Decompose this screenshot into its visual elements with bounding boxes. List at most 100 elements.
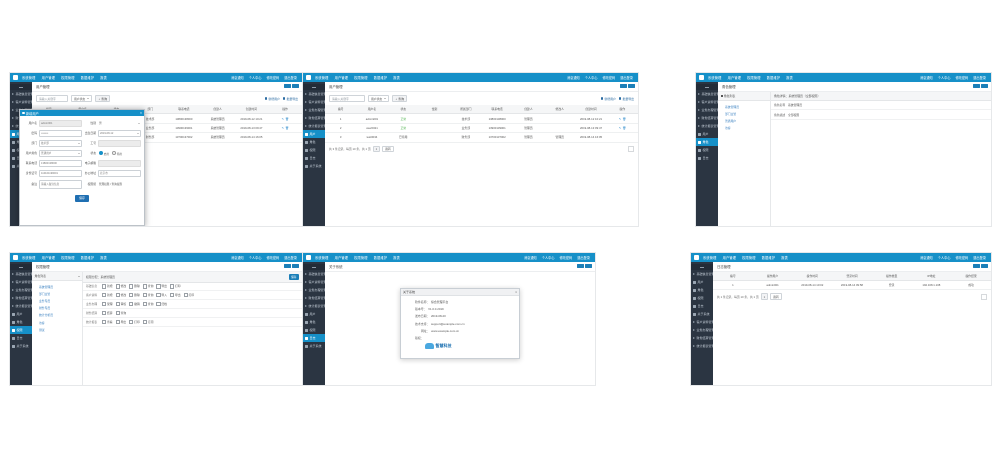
checkbox-item[interactable]: 查询 [142, 284, 153, 289]
col-header[interactable]: 创建时间 [575, 105, 607, 115]
sidebar-item-log[interactable]: 日志 [10, 334, 32, 342]
sidebar-item-role[interactable]: 角色 [10, 318, 32, 326]
checkbox-item[interactable]: 删除 [129, 293, 140, 298]
row-actions[interactable] [268, 132, 302, 143]
tree-item[interactable]: 部门主管 [39, 291, 51, 296]
sidebar-item-customer[interactable]: 客户资料管理 [303, 98, 327, 106]
nav-right-item[interactable]: 消息通知 [567, 76, 580, 80]
top-nav-right[interactable]: 消息通知 个人中心 修改密码 退出登录 [231, 75, 299, 80]
sidebar-item-permission[interactable]: 权限 [303, 146, 325, 154]
checkbox-item[interactable]: 新增 [102, 293, 113, 298]
checkbox-item[interactable]: 查询 [115, 310, 126, 315]
sidebar-item-basic[interactable]: 基础信息管理 [696, 90, 720, 98]
checkbox-item[interactable]: 打印 [129, 319, 140, 324]
col-header[interactable]: 操作时间 [792, 272, 833, 281]
sidebar-collapse-button[interactable] [303, 264, 325, 270]
window-buttons[interactable] [283, 83, 299, 88]
col-header[interactable]: 操作类型 [871, 272, 912, 281]
col-header[interactable]: 创建人 [200, 105, 235, 115]
sidebar-item-basic[interactable]: 基础信息管理 [303, 270, 327, 278]
minimize-button[interactable] [283, 263, 291, 268]
sidebar-item-role[interactable]: 角色 [303, 138, 325, 146]
checkbox-item[interactable]: 修改 [115, 293, 126, 298]
col-header[interactable]: 操作 [268, 105, 302, 115]
nav-right-item[interactable]: 个人中心 [584, 76, 598, 80]
checkbox-item[interactable]: 导出 [169, 293, 181, 298]
sidebar-item-business[interactable]: 业务办理管理 [691, 326, 715, 334]
status-select[interactable]: 用户状态 [71, 95, 93, 103]
sidebar-item-basic[interactable]: 基础信息管理 [10, 270, 34, 278]
nav-right-item[interactable]: 消息通知 [920, 256, 933, 260]
username-input[interactable]: admin001 [38, 120, 82, 127]
col-header[interactable]: 创建时间 [234, 105, 269, 115]
row-actions[interactable]: ✎🗑 [268, 123, 302, 134]
checkbox-item[interactable]: 查看 [102, 319, 113, 324]
checkbox-group[interactable]: 受理 审核 撤销 查询 归档 [102, 301, 167, 307]
window-buttons[interactable] [283, 263, 299, 268]
radio-enabled[interactable]: 启用 [99, 150, 109, 156]
sidebar-item-basic[interactable]: 基础信息管理 [10, 90, 34, 98]
col-header[interactable]: 联系电话 [167, 105, 201, 115]
sidebar-item-about[interactable]: 关于系统 [10, 342, 32, 350]
nav-right-item[interactable]: 修改密码 [602, 76, 616, 80]
top-nav[interactable]: 系统管理 用户管理 权限管理 数据维护 报表 [22, 75, 107, 80]
sidebar-item-customer[interactable]: 客户资料管理 [10, 278, 34, 286]
search-button[interactable]: ⌕ 查询 [95, 95, 111, 103]
top-nav-right[interactable]: 消息通知 个人中心 修改密码 退出登录 [567, 75, 635, 80]
window-buttons[interactable] [576, 263, 592, 268]
checkbox-group[interactable]: 结算 查询 [102, 310, 126, 315]
checkbox-item[interactable]: 查询 [142, 301, 153, 307]
sidebar-item-about[interactable]: 关于系统 [303, 342, 325, 350]
minimize-button[interactable] [619, 83, 627, 88]
password-input[interactable]: •••••••• [38, 129, 82, 137]
tree-item[interactable]: 统计分析员 [39, 313, 53, 318]
checkbox-item[interactable]: 新增 [102, 284, 113, 289]
top-nav[interactable]: 系统管理 用户管理 权限管理 数据维护 报表 [22, 255, 107, 260]
sidebar-item-role[interactable]: 角色 [696, 138, 718, 146]
table-row[interactable]: 2 user0021 正常 业务部 13900139001 管理员 2019-08-13 0… [325, 123, 638, 134]
col-header[interactable]: 编号 [713, 272, 753, 281]
export-button[interactable]: 批量导出 [618, 97, 634, 101]
sidebar-collapse-button[interactable] [691, 264, 713, 270]
about-value[interactable]: www.example.com.cn [431, 328, 460, 333]
minimize-button[interactable] [972, 263, 980, 268]
nav-item[interactable]: 用户管理 [41, 256, 56, 260]
top-nav-right[interactable]: 消息通知 个人中心 修改密码 退出登录 [231, 255, 299, 260]
table-row[interactable]: 3 test0034 已停用 财务部 13700137002 管理员 管理员 2019-08-… [325, 132, 638, 143]
window-buttons[interactable] [619, 83, 635, 88]
sidebar-item-business[interactable]: 业务办理管理 [696, 106, 720, 114]
nav-right-item[interactable]: 消息通知 [524, 256, 537, 260]
minimize-button[interactable] [972, 83, 980, 88]
checkbox-item[interactable]: 导出 [115, 319, 126, 324]
window-buttons[interactable] [972, 263, 988, 268]
tree-item[interactable]: 测试 [39, 327, 45, 332]
status-select[interactable]: 用户状态 [368, 95, 390, 103]
checkbox-item[interactable]: 归档 [156, 301, 167, 307]
nav-item[interactable]: 系统管理 [22, 76, 36, 80]
birthdate-select[interactable]: 2019-08-12 [97, 129, 141, 137]
resize-grip[interactable] [981, 293, 987, 300]
nav-right-item[interactable]: 消息通知 [920, 76, 933, 80]
nav-item[interactable]: 数据维护 [80, 76, 95, 80]
col-header[interactable]: 用户名 [356, 105, 388, 115]
nav-item[interactable]: 权限管理 [61, 256, 75, 260]
col-header[interactable]: 修改人 [544, 105, 576, 115]
close-button[interactable] [981, 263, 988, 268]
add-user-button[interactable]: 新增用户 [600, 97, 616, 101]
close-button[interactable] [292, 83, 299, 88]
table-row[interactable]: 1 admin001 2019-08-14 10:02 2019-08-14 09:5… [713, 280, 991, 291]
minimize-button[interactable] [576, 263, 584, 268]
col-header[interactable]: 创建人 [512, 105, 545, 115]
delete-icon[interactable]: 🗑 [622, 116, 626, 121]
sidebar-item-user[interactable]: 用户 [696, 130, 718, 138]
edit-icon[interactable]: ✎ [281, 116, 284, 121]
page-number[interactable]: 1 [760, 293, 769, 301]
nav-item[interactable]: 权限管理 [742, 256, 756, 260]
minimize-button[interactable] [283, 83, 291, 88]
sidebar-item-report[interactable]: 统计报表管理 [696, 122, 720, 130]
nav-item[interactable]: 数据维护 [373, 76, 388, 80]
sidebar-item-log[interactable]: 日志 [696, 154, 718, 162]
sidebar-item-user[interactable]: 用户 [10, 310, 32, 318]
sidebar-item-about[interactable]: 关于系统 [691, 310, 713, 318]
top-nav-right[interactable]: 消息通知 个人中心 修改密码 退出登录 [920, 255, 988, 260]
